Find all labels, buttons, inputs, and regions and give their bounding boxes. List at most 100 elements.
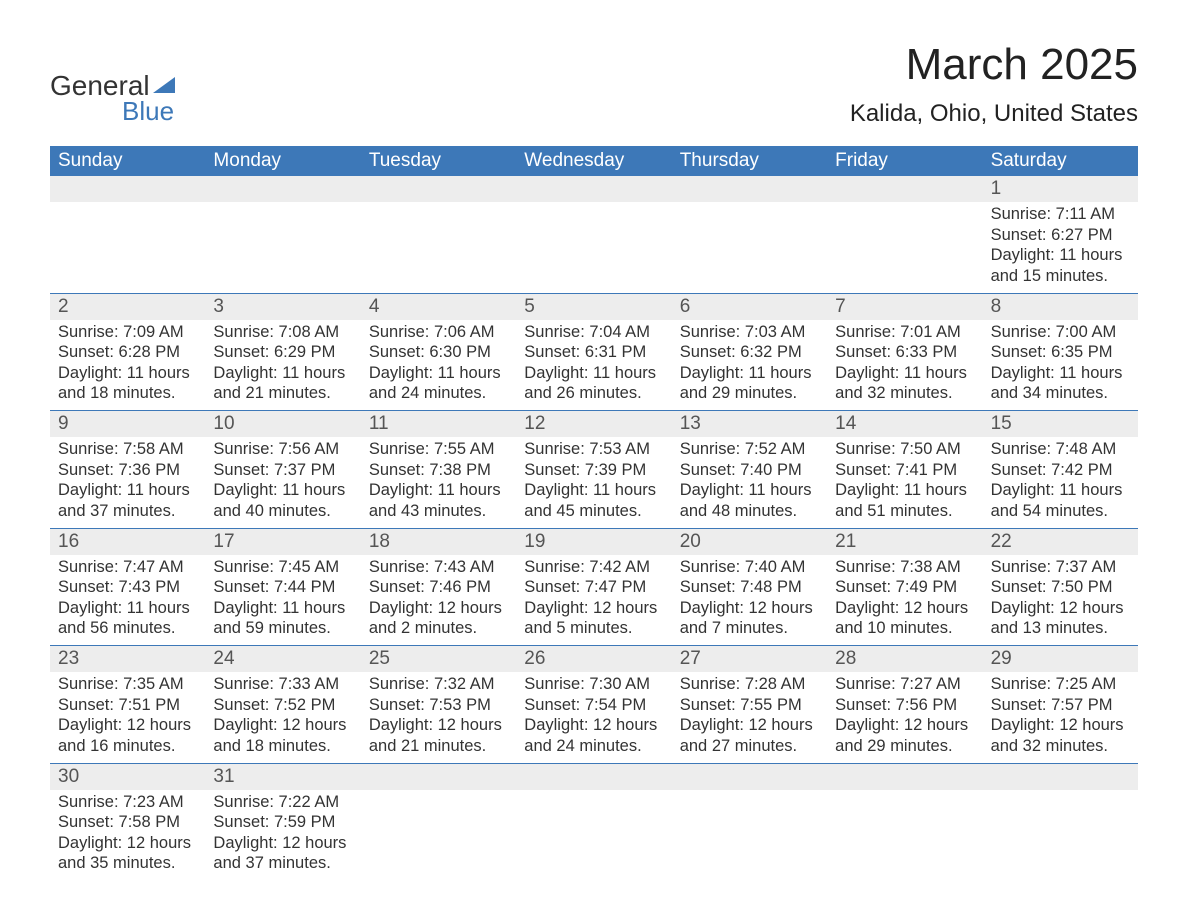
sunset-line: Sunset: 7:39 PM [524, 460, 663, 481]
day-cell [361, 790, 516, 881]
weekday-sunday: Sunday [50, 146, 205, 176]
day-cell [361, 202, 516, 293]
sunset-line: Sunset: 7:40 PM [680, 460, 819, 481]
day-cell: Sunrise: 7:47 AMSunset: 7:43 PMDaylight:… [50, 555, 205, 646]
day-number: 16 [50, 529, 205, 555]
sunset-line: Sunset: 7:37 PM [213, 460, 352, 481]
day-number: 9 [50, 411, 205, 437]
sunset-line: Sunset: 7:55 PM [680, 695, 819, 716]
day-cell: Sunrise: 7:55 AMSunset: 7:38 PMDaylight:… [361, 437, 516, 528]
sunrise-line: Sunrise: 7:35 AM [58, 674, 197, 695]
day-number: 28 [827, 646, 982, 672]
day-number [827, 176, 982, 202]
day-cell: Sunrise: 7:28 AMSunset: 7:55 PMDaylight:… [672, 672, 827, 763]
day-number [516, 764, 671, 790]
day-number [983, 764, 1138, 790]
daylight-line: Daylight: 11 hours and 32 minutes. [835, 363, 974, 404]
daylight-line: Daylight: 11 hours and 18 minutes. [58, 363, 197, 404]
day-cell: Sunrise: 7:32 AMSunset: 7:53 PMDaylight:… [361, 672, 516, 763]
sunrise-line: Sunrise: 7:43 AM [369, 557, 508, 578]
day-number: 25 [361, 646, 516, 672]
sunrise-line: Sunrise: 7:50 AM [835, 439, 974, 460]
sunrise-line: Sunrise: 7:06 AM [369, 322, 508, 343]
daylight-line: Daylight: 11 hours and 54 minutes. [991, 480, 1130, 521]
day-cell: Sunrise: 7:50 AMSunset: 7:41 PMDaylight:… [827, 437, 982, 528]
daylight-line: Daylight: 11 hours and 34 minutes. [991, 363, 1130, 404]
sunset-line: Sunset: 7:59 PM [213, 812, 352, 833]
daylight-line: Daylight: 11 hours and 45 minutes. [524, 480, 663, 521]
day-cell: Sunrise: 7:00 AMSunset: 6:35 PMDaylight:… [983, 320, 1138, 411]
day-number: 11 [361, 411, 516, 437]
day-cell: Sunrise: 7:27 AMSunset: 7:56 PMDaylight:… [827, 672, 982, 763]
day-number: 23 [50, 646, 205, 672]
daylight-line: Daylight: 12 hours and 24 minutes. [524, 715, 663, 756]
day-number: 1 [983, 176, 1138, 202]
sunset-line: Sunset: 6:30 PM [369, 342, 508, 363]
sunset-line: Sunset: 6:33 PM [835, 342, 974, 363]
day-cell: Sunrise: 7:52 AMSunset: 7:40 PMDaylight:… [672, 437, 827, 528]
sunrise-line: Sunrise: 7:42 AM [524, 557, 663, 578]
weekday-tuesday: Tuesday [361, 146, 516, 176]
daynum-row: 23242526272829 [50, 646, 1138, 672]
day-cell: Sunrise: 7:35 AMSunset: 7:51 PMDaylight:… [50, 672, 205, 763]
sunrise-line: Sunrise: 7:53 AM [524, 439, 663, 460]
sunset-line: Sunset: 6:28 PM [58, 342, 197, 363]
daylight-line: Daylight: 11 hours and 37 minutes. [58, 480, 197, 521]
day-cell [516, 790, 671, 881]
day-number [672, 176, 827, 202]
week-row: Sunrise: 7:23 AMSunset: 7:58 PMDaylight:… [50, 790, 1138, 881]
day-cell [205, 202, 360, 293]
sunrise-line: Sunrise: 7:22 AM [213, 792, 352, 813]
day-number: 13 [672, 411, 827, 437]
day-cell [672, 202, 827, 293]
daynum-row: 9101112131415 [50, 411, 1138, 437]
sunset-line: Sunset: 7:47 PM [524, 577, 663, 598]
day-number [361, 176, 516, 202]
daylight-line: Daylight: 11 hours and 21 minutes. [213, 363, 352, 404]
daylight-line: Daylight: 11 hours and 51 minutes. [835, 480, 974, 521]
sunrise-line: Sunrise: 7:48 AM [991, 439, 1130, 460]
sunset-line: Sunset: 7:48 PM [680, 577, 819, 598]
day-cell: Sunrise: 7:09 AMSunset: 6:28 PMDaylight:… [50, 320, 205, 411]
sunset-line: Sunset: 7:49 PM [835, 577, 974, 598]
day-cell: Sunrise: 7:04 AMSunset: 6:31 PMDaylight:… [516, 320, 671, 411]
weekday-saturday: Saturday [983, 146, 1138, 176]
sunset-line: Sunset: 7:54 PM [524, 695, 663, 716]
day-cell: Sunrise: 7:40 AMSunset: 7:48 PMDaylight:… [672, 555, 827, 646]
day-number: 29 [983, 646, 1138, 672]
sunset-line: Sunset: 7:58 PM [58, 812, 197, 833]
day-cell: Sunrise: 7:25 AMSunset: 7:57 PMDaylight:… [983, 672, 1138, 763]
weekday-header-row: SundayMondayTuesdayWednesdayThursdayFrid… [50, 146, 1138, 176]
daylight-line: Daylight: 11 hours and 15 minutes. [991, 245, 1130, 286]
sunrise-line: Sunrise: 7:11 AM [991, 204, 1130, 225]
sunset-line: Sunset: 7:38 PM [369, 460, 508, 481]
daylight-line: Daylight: 12 hours and 10 minutes. [835, 598, 974, 639]
sunset-line: Sunset: 7:46 PM [369, 577, 508, 598]
title-block: March 2025 Kalida, Ohio, United States [850, 40, 1138, 128]
day-cell: Sunrise: 7:03 AMSunset: 6:32 PMDaylight:… [672, 320, 827, 411]
sunset-line: Sunset: 7:50 PM [991, 577, 1130, 598]
day-number: 3 [205, 294, 360, 320]
day-cell [672, 790, 827, 881]
day-cell: Sunrise: 7:22 AMSunset: 7:59 PMDaylight:… [205, 790, 360, 881]
page-title: March 2025 [850, 40, 1138, 90]
sunset-line: Sunset: 7:44 PM [213, 577, 352, 598]
daylight-line: Daylight: 12 hours and 27 minutes. [680, 715, 819, 756]
sunrise-line: Sunrise: 7:58 AM [58, 439, 197, 460]
sunset-line: Sunset: 7:51 PM [58, 695, 197, 716]
day-number [361, 764, 516, 790]
day-number [516, 176, 671, 202]
daylight-line: Daylight: 11 hours and 29 minutes. [680, 363, 819, 404]
day-cell: Sunrise: 7:37 AMSunset: 7:50 PMDaylight:… [983, 555, 1138, 646]
sunrise-line: Sunrise: 7:04 AM [524, 322, 663, 343]
sunrise-line: Sunrise: 7:01 AM [835, 322, 974, 343]
daylight-line: Daylight: 12 hours and 35 minutes. [58, 833, 197, 874]
day-cell: Sunrise: 7:30 AMSunset: 7:54 PMDaylight:… [516, 672, 671, 763]
sunrise-line: Sunrise: 7:08 AM [213, 322, 352, 343]
sunrise-line: Sunrise: 7:32 AM [369, 674, 508, 695]
day-cell: Sunrise: 7:53 AMSunset: 7:39 PMDaylight:… [516, 437, 671, 528]
day-cell: Sunrise: 7:33 AMSunset: 7:52 PMDaylight:… [205, 672, 360, 763]
day-cell: Sunrise: 7:11 AMSunset: 6:27 PMDaylight:… [983, 202, 1138, 293]
day-number: 8 [983, 294, 1138, 320]
day-cell: Sunrise: 7:43 AMSunset: 7:46 PMDaylight:… [361, 555, 516, 646]
